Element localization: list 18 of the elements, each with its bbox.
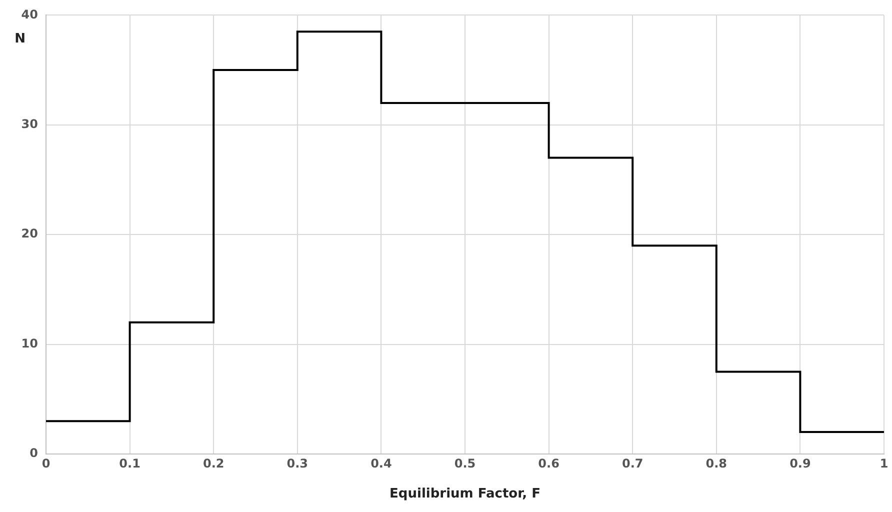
- y-tick-label: 30: [21, 117, 38, 132]
- x-tick-label: 0.2: [202, 456, 224, 470]
- x-tick-label: 0.7: [622, 456, 644, 470]
- x-tick-label: 0.8: [706, 456, 728, 470]
- x-tick-label: 0.4: [370, 456, 392, 470]
- y-tick-label: 40: [21, 7, 38, 22]
- x-tick-label: 0.6: [538, 456, 560, 470]
- x-tick-label: 1: [880, 456, 888, 470]
- x-tick-label: 0.3: [286, 456, 308, 470]
- x-tick-label: 0.1: [119, 456, 140, 470]
- x-axis-title: Equilibrium Factor, F: [390, 486, 540, 502]
- y-axis-title: N: [14, 32, 26, 47]
- x-tick-label: 0.9: [790, 456, 811, 470]
- y-tick-label: 10: [21, 336, 38, 350]
- y-tick-label: 20: [21, 226, 38, 241]
- y-tick-label: 0: [30, 446, 38, 460]
- x-tick-label: 0.5: [454, 456, 476, 470]
- x-tick-label: 0: [42, 456, 50, 470]
